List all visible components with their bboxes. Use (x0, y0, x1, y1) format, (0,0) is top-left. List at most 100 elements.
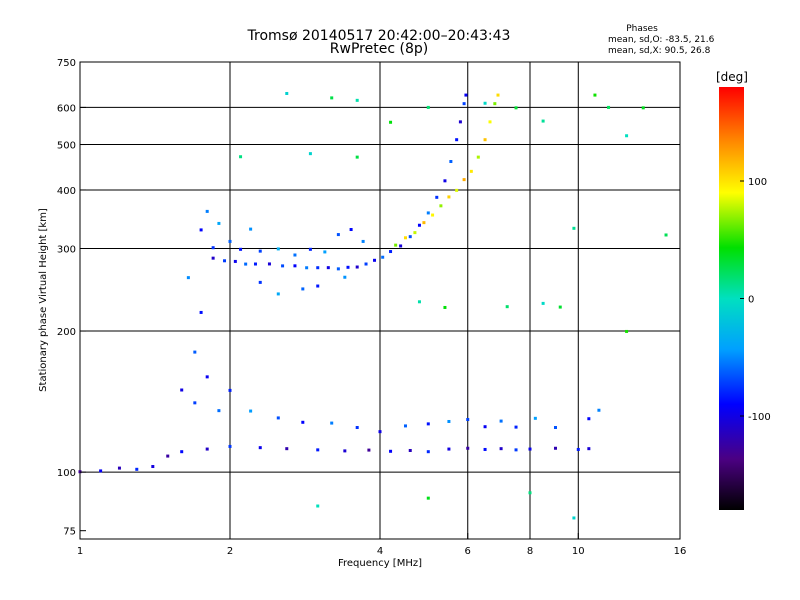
data-point (499, 447, 503, 451)
data-point (346, 265, 350, 269)
data-point (587, 447, 591, 451)
data-point (447, 447, 451, 451)
data-point (305, 266, 309, 270)
x-tick-label: 16 (674, 546, 687, 557)
data-point (439, 204, 443, 208)
data-point (443, 179, 447, 183)
data-point (193, 350, 197, 354)
data-point (281, 264, 285, 268)
data-point (593, 93, 597, 97)
data-point (378, 430, 382, 434)
data-point (267, 262, 271, 266)
data-point (426, 105, 430, 109)
data-point (541, 119, 545, 123)
data-point (228, 388, 232, 392)
data-point (408, 235, 412, 239)
data-point (466, 418, 470, 422)
data-point (572, 516, 576, 520)
data-point (553, 446, 557, 450)
data-point (381, 255, 385, 259)
data-point (211, 246, 215, 250)
data-point (488, 120, 492, 124)
data-point (276, 247, 280, 251)
data-point (223, 259, 227, 263)
colorbar-ticks: -100 0 100 (740, 177, 771, 423)
colorbar-tick-label: 0 (748, 295, 754, 306)
data-point (336, 233, 340, 237)
data-point (193, 401, 197, 405)
data-point (447, 195, 451, 199)
data-point (355, 265, 359, 269)
data-point (541, 301, 545, 305)
data-point (364, 262, 368, 266)
data-point (514, 106, 518, 110)
data-point (316, 266, 320, 270)
data-point (285, 91, 289, 95)
data-point (308, 247, 312, 251)
data-point (293, 253, 297, 257)
data-point (301, 287, 305, 291)
colorbar-gradient (719, 87, 744, 510)
data-point (462, 102, 466, 106)
data-point (426, 211, 430, 215)
y-tick-label: 100 (57, 468, 76, 479)
data-point (217, 221, 221, 225)
data-point (389, 449, 393, 453)
data-point (455, 138, 459, 142)
data-point (625, 134, 629, 138)
data-point (528, 447, 532, 451)
grid-lines (80, 62, 680, 539)
data-point (514, 448, 518, 452)
x-tick-label: 10 (572, 546, 585, 557)
data-point (258, 249, 262, 253)
data-point (330, 96, 334, 100)
data-point (276, 416, 280, 420)
data-point (499, 419, 503, 423)
x-tick-label: 6 (465, 546, 471, 557)
data-point (505, 305, 509, 309)
data-point (285, 447, 289, 451)
data-point (326, 266, 330, 270)
data-point (258, 446, 262, 450)
data-point (349, 228, 353, 232)
data-point (431, 213, 435, 217)
data-point (228, 444, 232, 448)
x-tick-label: 1 (77, 546, 83, 557)
data-point (355, 426, 359, 430)
data-point (493, 102, 497, 106)
data-point (361, 239, 365, 243)
data-point (426, 450, 430, 454)
y-tick-label: 200 (57, 327, 76, 338)
data-point (316, 448, 320, 452)
data-point (373, 258, 377, 262)
data-point (403, 424, 407, 428)
data-point (199, 310, 203, 314)
data-point (233, 259, 237, 263)
data-point (426, 422, 430, 426)
data-point (199, 228, 203, 232)
data-point (469, 169, 473, 173)
data-point (625, 329, 629, 333)
data-point (449, 160, 453, 164)
y-tick-label: 750 (57, 58, 76, 69)
data-point (514, 425, 518, 429)
data-point (367, 448, 371, 452)
y-tick-label: 75 (63, 527, 76, 538)
colorbar-label: [deg] (716, 70, 748, 84)
data-point (389, 250, 393, 254)
data-point (476, 155, 480, 159)
data-point (239, 155, 243, 159)
data-point (483, 138, 487, 142)
data-point (205, 375, 209, 379)
data-point (217, 409, 221, 413)
chart-title: Tromsø 20140517 20:42:00–20:43:43 (247, 28, 511, 44)
data-point (533, 416, 537, 420)
data-point (576, 447, 580, 451)
y-tick-label: 500 (57, 141, 76, 152)
x-tick-label: 4 (377, 546, 383, 557)
data-point (607, 105, 611, 109)
data-point (228, 239, 232, 243)
chart-subtitle: RwPretec (8p) (330, 41, 428, 57)
stats-line-o: mean, sd,O: -83.5, 21.6 (608, 35, 715, 45)
